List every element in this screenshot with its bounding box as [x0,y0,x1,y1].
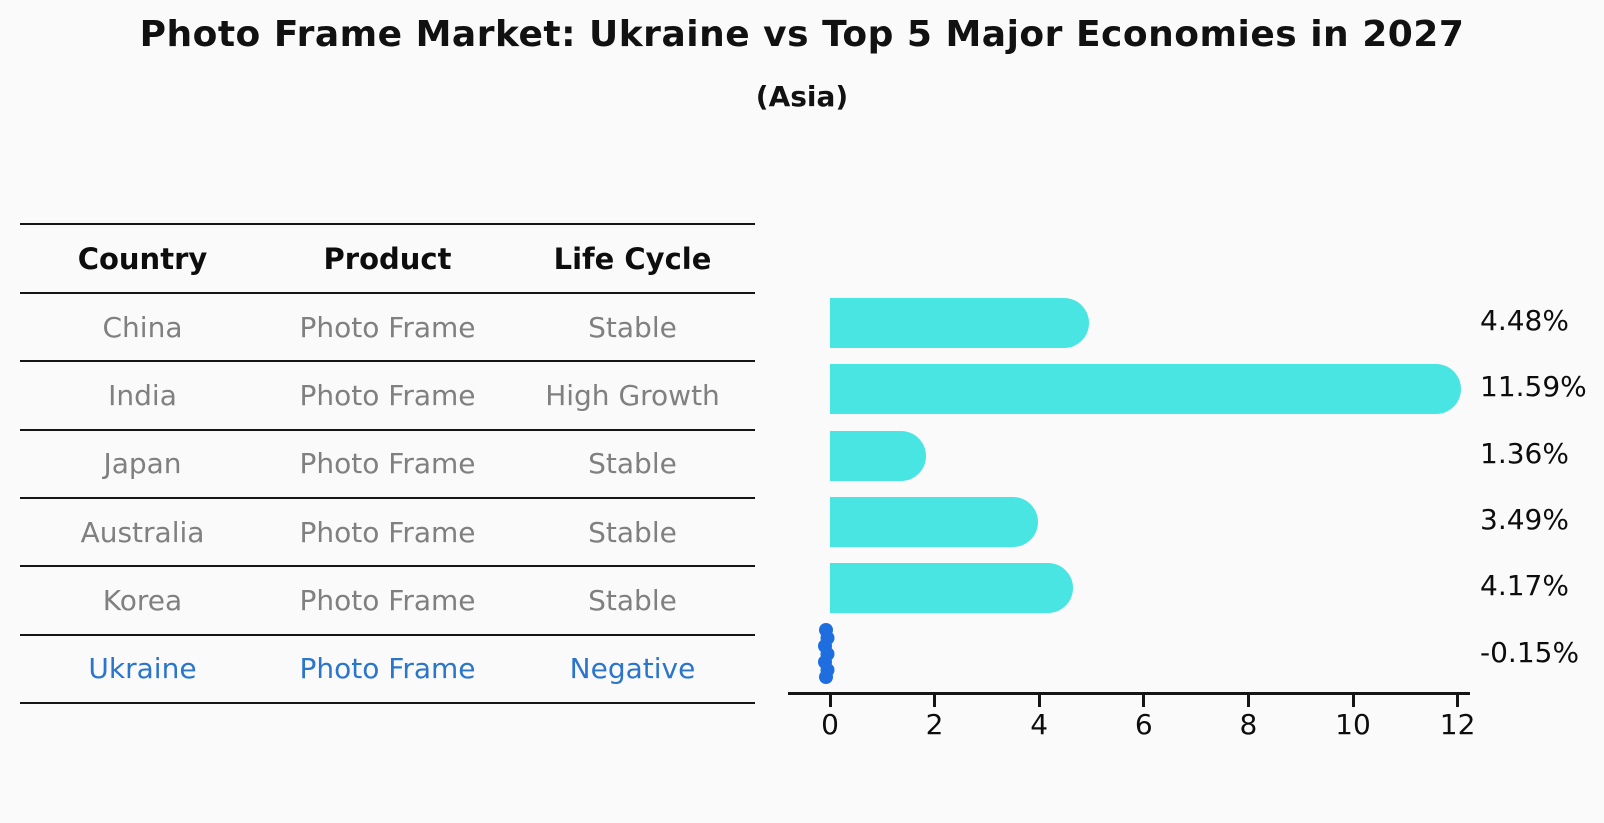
cell-product: Photo Frame [299,447,476,481]
bar-australia [830,496,1038,547]
value-label-korea: 4.17% [1480,569,1569,603]
bar-korea [830,563,1074,614]
cell-product: Photo Frame [299,652,476,686]
cell-country: India [108,378,177,412]
cell-product: Photo Frame [299,378,476,412]
cell-country: Japan [103,447,182,481]
cell-country: Korea [102,583,183,617]
cell-country: Ukraine [88,652,197,686]
cell-product: Photo Frame [299,515,476,549]
chart-subtitle: (Asia) [755,80,849,113]
x-tick-label: 8 [1239,708,1258,741]
cell-country: Australia [80,515,205,549]
cell-life-cycle: Stable [588,583,677,617]
x-tick-mark [1351,695,1355,707]
column-header-country: Country [77,241,208,276]
bar-china [830,298,1090,348]
table-row: Korea Photo Frame Stable [20,565,755,633]
x-tick-mark [1246,695,1250,707]
x-tick-label: 4 [1030,708,1049,741]
cell-country: China [102,310,183,344]
table-row: Ukraine Photo Frame Negative [20,633,755,702]
table-body: China Photo Frame Stable India Photo Frame Hi… [20,292,755,702]
x-tick-label: 2 [925,708,944,741]
bar-india [830,364,1462,415]
cell-life-cycle: Negative [569,652,696,686]
table-row: Australia Photo Frame Stable [20,496,755,565]
x-axis-line [788,692,1470,695]
cell-life-cycle: Stable [588,515,677,549]
chart-title: Photo Frame Market: Ukraine vs Top 5 Maj… [139,14,1465,55]
country-table: Country Product Life Cycle China Photo Fr… [20,223,755,704]
value-label-india: 11.59% [1480,370,1587,404]
cell-life-cycle: Stable [588,310,677,344]
x-tick-mark [1142,695,1146,707]
x-tick-mark [933,695,937,707]
value-label-australia: 3.49% [1480,502,1569,536]
squiggle-bar-icon [818,622,835,684]
table-row: China Photo Frame Stable [20,292,755,360]
table-header-row: Country Product Life Cycle [20,223,755,292]
x-tick-label: 10 [1335,708,1371,741]
x-tick-label: 0 [821,708,839,741]
table-row: India Photo Frame High Growth [20,360,755,428]
x-tick-mark [1456,695,1460,707]
column-header-product: Product [323,241,452,276]
x-tick-label: 6 [1134,708,1153,741]
value-label-china: 4.48% [1480,304,1569,337]
bar-japan [830,430,927,481]
value-label-ukraine: -0.15% [1480,635,1580,669]
column-header-life-cycle: Life Cycle [553,241,712,276]
table-row: Japan Photo Frame Stable [20,428,755,497]
cell-product: Photo Frame [299,583,476,617]
cell-life-cycle: High Growth [545,378,720,412]
x-tick-mark [1037,695,1041,707]
cell-product: Photo Frame [299,310,476,344]
x-tick-mark [828,695,832,707]
negative-bar-marker-ukraine [816,622,836,689]
x-tick-label: 12 [1439,708,1476,741]
value-label-japan: 1.36% [1480,436,1569,470]
cell-life-cycle: Stable [588,447,677,481]
